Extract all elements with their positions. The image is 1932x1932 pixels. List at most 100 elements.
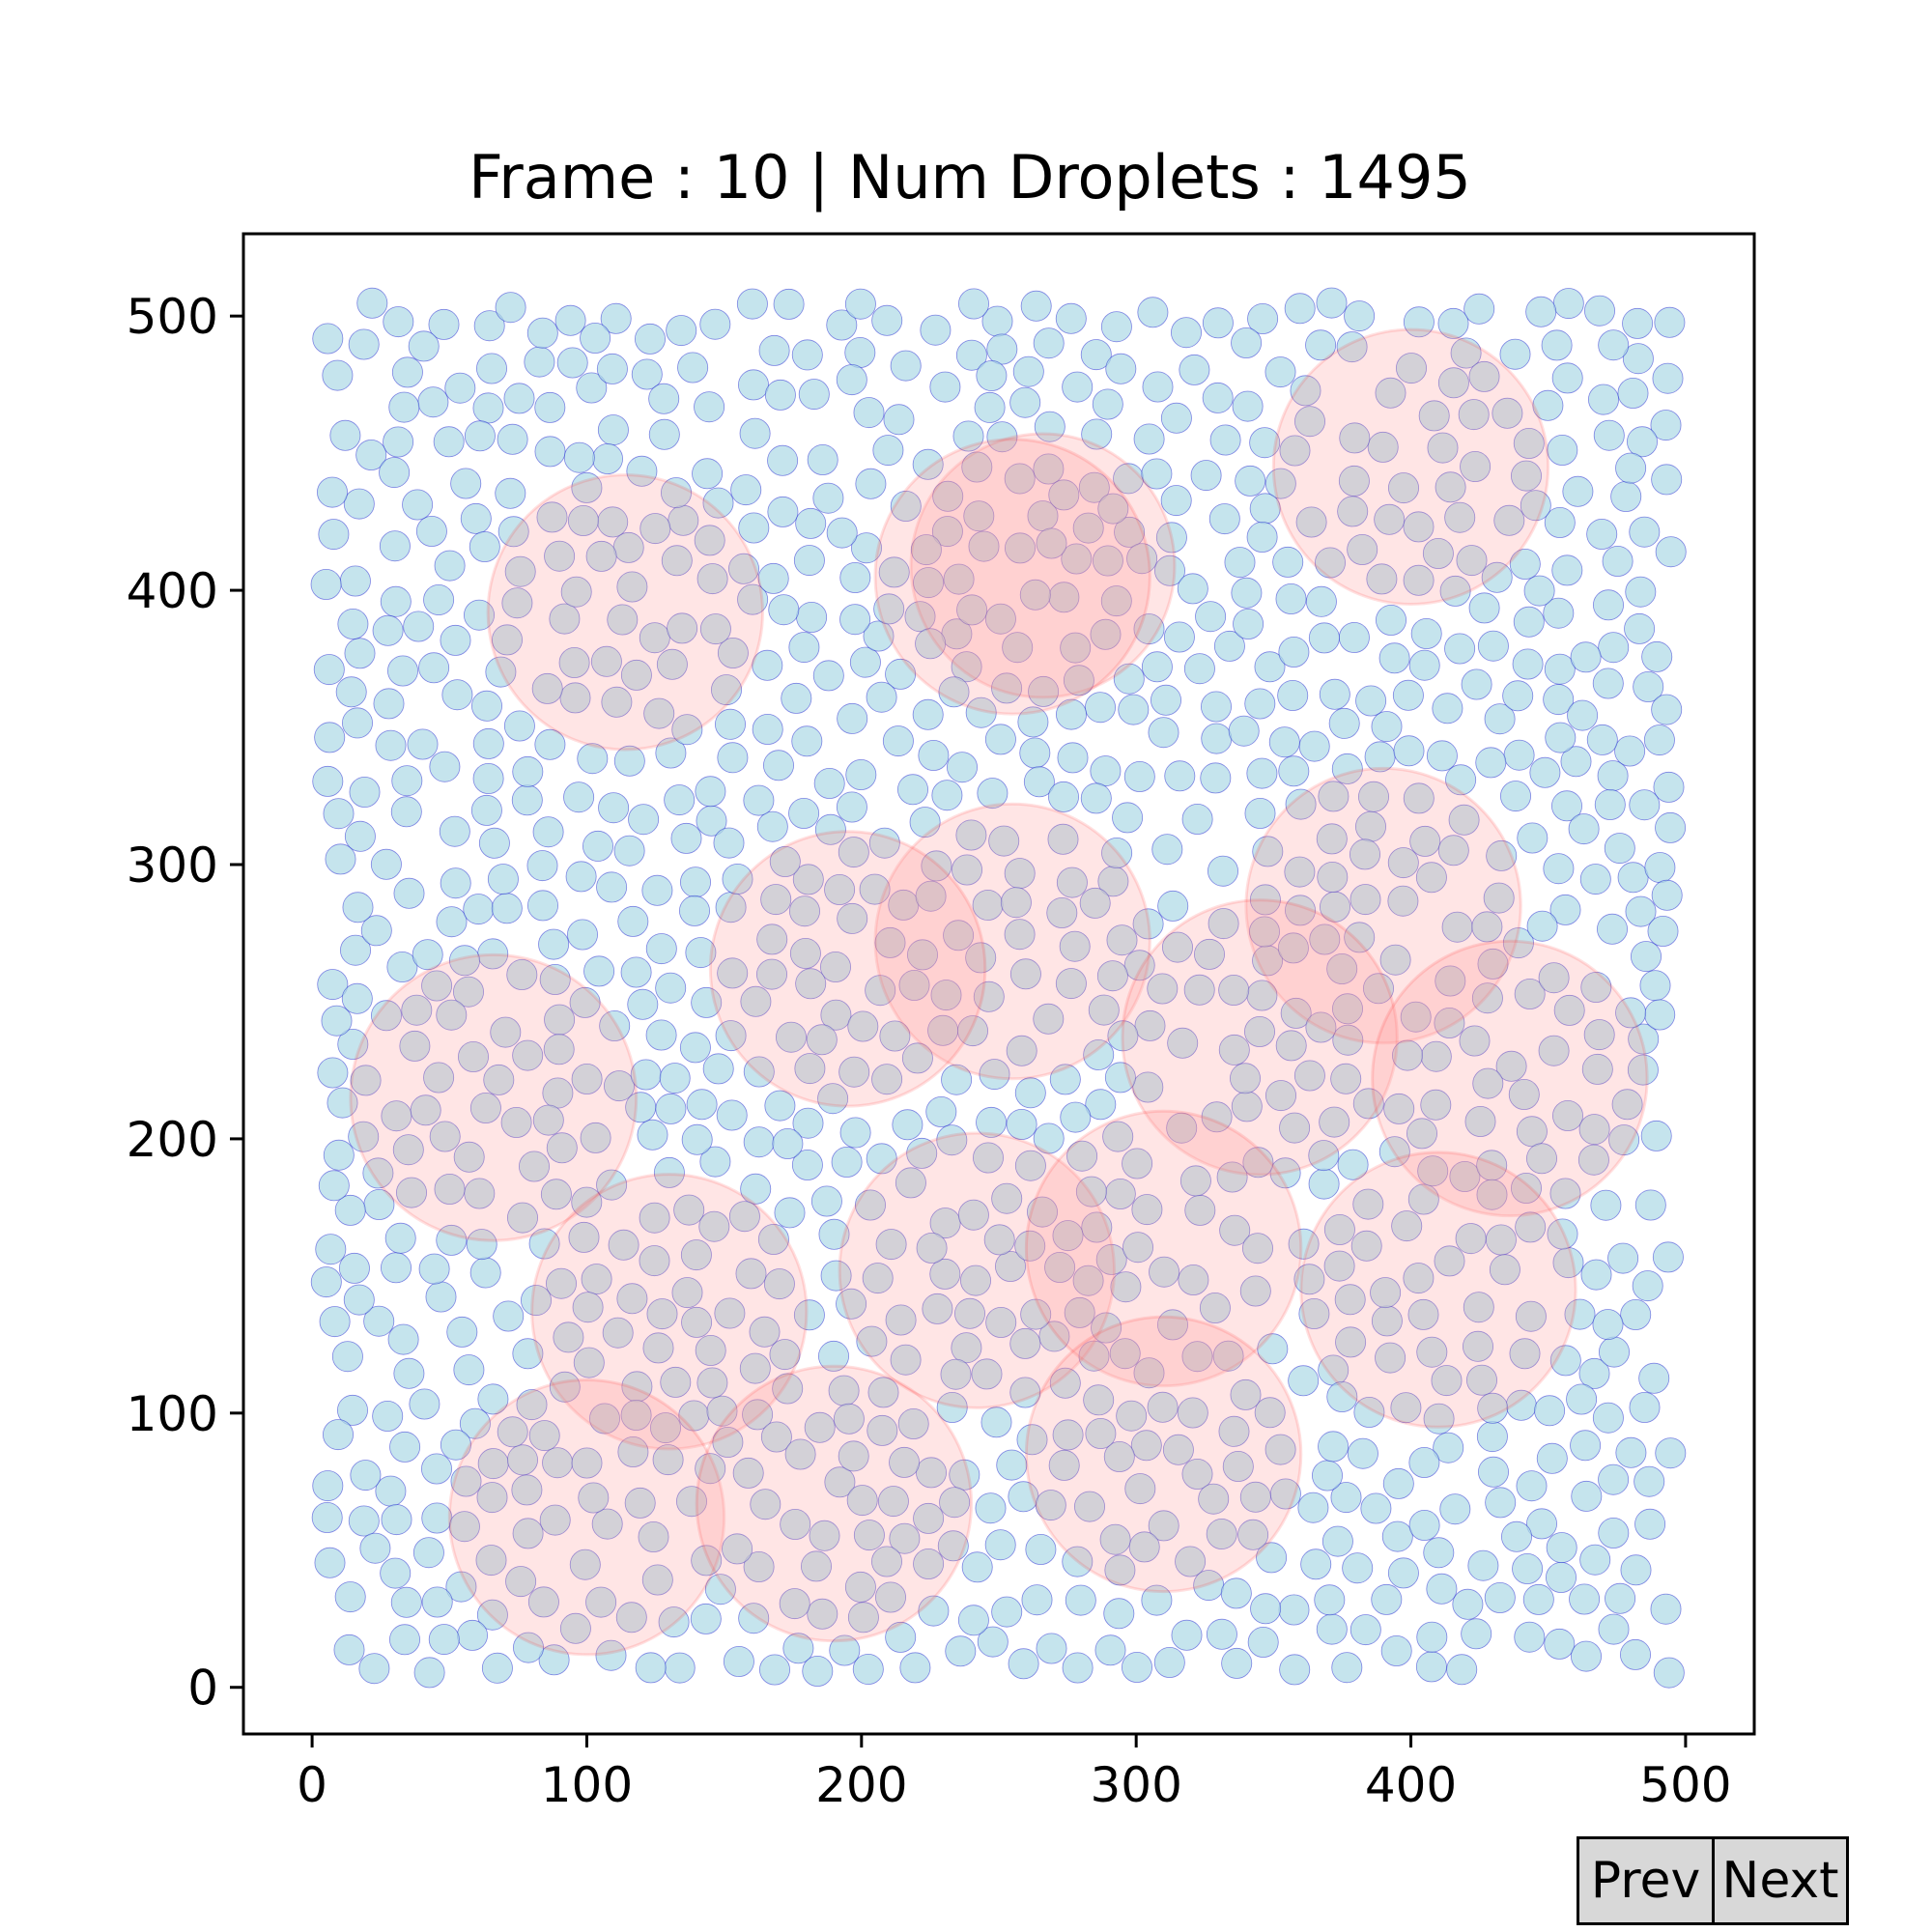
droplet xyxy=(743,1056,775,1088)
droplet xyxy=(1178,1264,1209,1296)
droplet xyxy=(1562,475,1594,507)
droplet xyxy=(511,1474,543,1506)
droplet xyxy=(885,1304,917,1336)
droplet xyxy=(469,1257,501,1289)
droplet xyxy=(639,1245,670,1277)
droplet xyxy=(913,567,945,599)
droplet xyxy=(527,1586,559,1618)
droplet xyxy=(671,714,703,746)
y-tick-label: 200 xyxy=(127,1112,218,1168)
y-tick-label: 400 xyxy=(127,563,218,619)
droplet xyxy=(898,970,930,1002)
droplet xyxy=(844,288,876,320)
droplet xyxy=(1418,400,1450,432)
droplet xyxy=(791,1150,823,1181)
droplet xyxy=(759,1654,791,1686)
droplet xyxy=(1407,1183,1439,1215)
droplet xyxy=(1326,953,1358,985)
droplet xyxy=(348,1505,380,1537)
droplet xyxy=(444,372,476,404)
droplet xyxy=(1020,290,1052,322)
droplet xyxy=(1463,1292,1494,1323)
droplet xyxy=(1641,640,1673,672)
droplet xyxy=(457,1041,489,1073)
droplet xyxy=(1522,1583,1554,1615)
droplet xyxy=(791,339,823,371)
droplet xyxy=(1148,717,1179,749)
droplet xyxy=(798,379,830,411)
droplet xyxy=(1323,1214,1355,1246)
droplet xyxy=(436,1224,468,1256)
droplet xyxy=(1279,1654,1311,1686)
droplet xyxy=(1547,434,1578,466)
droplet xyxy=(1460,450,1492,482)
droplet xyxy=(1201,691,1233,723)
droplet xyxy=(563,781,595,813)
droplet xyxy=(1242,1233,1274,1264)
droplet xyxy=(641,1564,673,1596)
droplet xyxy=(988,825,1020,857)
droplet xyxy=(1293,1264,1325,1295)
droplet xyxy=(312,765,344,797)
droplet xyxy=(968,530,1000,562)
droplet xyxy=(1061,543,1093,575)
droplet xyxy=(1033,327,1065,359)
droplet xyxy=(543,1034,575,1065)
droplet xyxy=(760,884,792,916)
droplet xyxy=(1458,399,1490,431)
droplet xyxy=(695,1335,726,1367)
droplet xyxy=(626,455,658,487)
droplet xyxy=(1526,910,1558,942)
droplet xyxy=(487,864,519,895)
droplet xyxy=(350,1460,382,1492)
prev-button[interactable]: Prev xyxy=(1577,1836,1715,1925)
droplet xyxy=(571,1064,603,1095)
droplet xyxy=(1426,740,1458,772)
next-button[interactable]: Next xyxy=(1712,1836,1849,1925)
droplet xyxy=(1269,1478,1301,1510)
droplet xyxy=(655,737,687,769)
droplet xyxy=(743,784,775,816)
droplet xyxy=(995,1251,1027,1283)
droplet xyxy=(913,1548,945,1580)
droplet xyxy=(337,1029,369,1061)
droplet xyxy=(637,1119,668,1151)
droplet xyxy=(1508,1079,1540,1111)
droplet xyxy=(1363,973,1395,1005)
droplet xyxy=(1160,485,1192,517)
droplet xyxy=(930,980,962,1011)
droplet xyxy=(1578,1357,1610,1389)
droplet xyxy=(527,890,559,922)
droplet xyxy=(316,476,348,508)
droplet xyxy=(1415,1651,1447,1683)
droplet xyxy=(596,1169,628,1201)
droplet xyxy=(1293,1060,1325,1092)
droplet xyxy=(943,563,975,595)
droplet xyxy=(680,1239,712,1271)
droplet xyxy=(1083,1384,1115,1416)
droplet xyxy=(871,304,903,336)
droplet xyxy=(1038,1321,1070,1352)
droplet xyxy=(895,1167,926,1199)
droplet xyxy=(1511,1173,1543,1205)
droplet xyxy=(996,1449,1028,1481)
droplet xyxy=(1338,622,1370,654)
droplet xyxy=(826,309,858,341)
droplet xyxy=(417,386,449,418)
droplet xyxy=(403,611,435,642)
x-tick-label: 300 xyxy=(1090,1757,1181,1813)
droplet xyxy=(939,1487,971,1519)
droplet xyxy=(1350,884,1381,916)
droplet xyxy=(664,784,696,816)
droplet xyxy=(1242,1147,1274,1179)
droplet xyxy=(1318,1431,1350,1463)
droplet xyxy=(1257,1333,1289,1365)
droplet xyxy=(1654,306,1686,338)
droplet xyxy=(1033,1122,1065,1154)
droplet xyxy=(1403,306,1435,338)
droplet xyxy=(624,1487,656,1519)
droplet xyxy=(943,920,975,952)
cluster-circle xyxy=(1299,1151,1577,1429)
droplet xyxy=(1088,994,1120,1026)
droplet xyxy=(1106,924,1138,956)
